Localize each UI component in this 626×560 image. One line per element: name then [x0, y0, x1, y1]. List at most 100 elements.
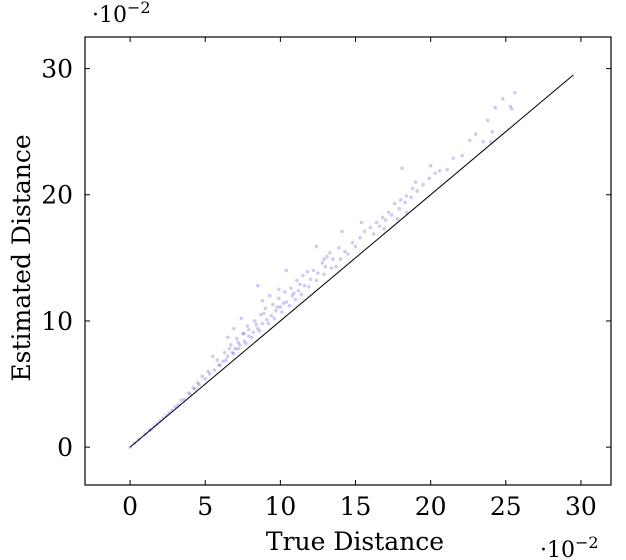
- data-point: [186, 391, 191, 395]
- data-point: [250, 335, 254, 340]
- data-point: [218, 363, 223, 367]
- data-point: [173, 404, 177, 409]
- data-point: [314, 244, 319, 249]
- data-point: [179, 398, 183, 403]
- data-point: [311, 268, 316, 273]
- data-point: [266, 321, 271, 326]
- data-point: [268, 293, 272, 298]
- data-point: [236, 340, 241, 345]
- data-point: [510, 107, 514, 111]
- data-point: [206, 369, 211, 374]
- data-point: [302, 283, 307, 288]
- data-point: [343, 249, 347, 254]
- data-point: [245, 324, 250, 328]
- data-point: [200, 374, 205, 379]
- data-point: [295, 278, 299, 283]
- x-axis-ticks: 0 5 10 15 20 25 30: [122, 37, 597, 521]
- data-point: [403, 200, 407, 205]
- data-point: [147, 428, 152, 433]
- data-point: [368, 225, 373, 230]
- data-point: [284, 268, 289, 273]
- data-point: [296, 288, 301, 293]
- data-point: [203, 377, 208, 381]
- data-point: [128, 445, 132, 449]
- data-point: [231, 351, 236, 356]
- reference-line: [129, 74, 574, 448]
- reference-line-layer: [129, 74, 574, 448]
- data-point: [308, 277, 313, 282]
- data-point: [322, 257, 326, 261]
- data-point: [301, 273, 305, 278]
- data-point: [237, 343, 242, 347]
- data-point: [299, 292, 304, 297]
- data-point: [257, 329, 262, 333]
- data-point: [433, 171, 437, 176]
- data-point: [329, 266, 334, 270]
- data-point: [437, 168, 442, 173]
- data-point: [346, 252, 350, 256]
- data-point: [290, 293, 295, 298]
- data-point: [386, 210, 391, 215]
- data-point: [251, 330, 256, 335]
- data-point: [404, 210, 409, 215]
- data-point: [167, 411, 171, 415]
- data-point: [316, 271, 320, 275]
- data-point: [488, 139, 493, 144]
- data-point: [260, 298, 265, 303]
- data-point: [188, 392, 192, 396]
- data-point: [298, 282, 302, 287]
- data-point: [400, 166, 404, 171]
- data-point: [277, 296, 281, 301]
- data-point: [215, 358, 220, 362]
- data-point: [182, 397, 186, 402]
- data-point: [362, 229, 367, 234]
- data-point: [176, 403, 180, 407]
- data-point: [353, 244, 358, 249]
- data-point: [143, 432, 147, 436]
- data-point: [277, 287, 281, 292]
- x-tick-label: 10: [264, 492, 296, 521]
- data-point: [389, 213, 394, 217]
- data-point: [490, 129, 495, 134]
- data-point: [278, 305, 283, 309]
- data-point: [287, 304, 292, 308]
- data-point: [236, 346, 241, 351]
- data-point: [340, 229, 344, 234]
- y-tick-label: 20: [41, 181, 73, 210]
- data-point: [253, 319, 257, 323]
- data-point: [262, 311, 266, 316]
- data-point: [358, 235, 362, 240]
- data-point: [247, 334, 251, 338]
- data-point: [404, 194, 409, 198]
- data-point: [158, 419, 162, 423]
- data-point: [322, 272, 326, 277]
- data-point: [428, 163, 433, 168]
- data-point: [383, 218, 388, 222]
- data-point: [413, 180, 418, 184]
- data-point: [256, 283, 260, 288]
- data-point: [210, 354, 215, 359]
- data-point: [334, 264, 338, 269]
- data-point: [161, 416, 165, 420]
- data-point: [395, 216, 400, 221]
- data-point: [513, 90, 517, 95]
- x-multiplier-base: ·10: [540, 538, 575, 560]
- data-point: [274, 309, 278, 313]
- data-point: [170, 408, 174, 413]
- plot-frame: [84, 36, 612, 486]
- data-point: [222, 350, 227, 355]
- data-point: [272, 316, 277, 321]
- data-point: [289, 286, 293, 290]
- data-point: [473, 132, 478, 136]
- x-axis-title: True Distance: [266, 527, 444, 556]
- data-point: [191, 386, 196, 390]
- data-point: [155, 421, 159, 426]
- data-point: [265, 317, 269, 322]
- data-point: [409, 195, 413, 200]
- data-point: [269, 314, 274, 318]
- data-point: [164, 413, 168, 418]
- data-point: [260, 321, 265, 326]
- data-point: [225, 354, 230, 359]
- data-point: [263, 306, 268, 311]
